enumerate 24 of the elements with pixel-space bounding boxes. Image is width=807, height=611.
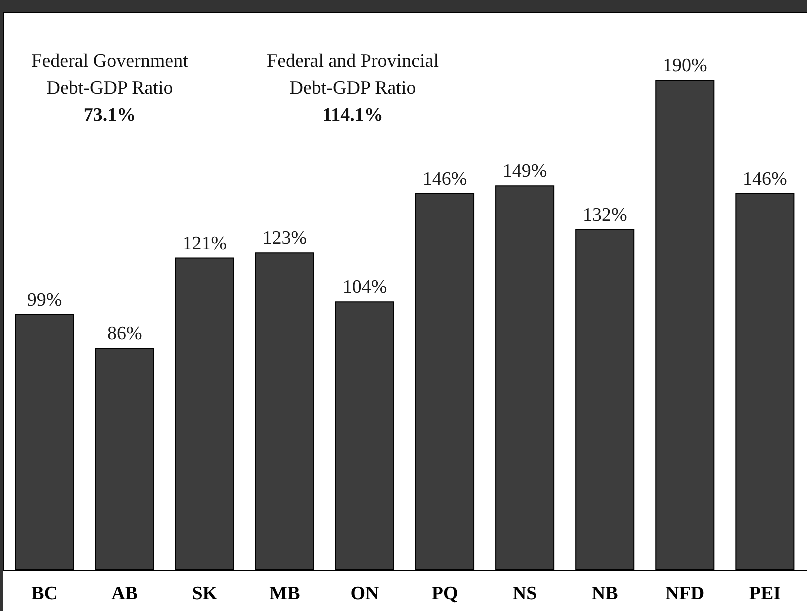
data-label: 132% (582, 204, 628, 226)
x-tick-label: NFD (666, 584, 705, 604)
data-label: 149% (502, 161, 548, 182)
x-tick-label: BC (32, 584, 58, 604)
x-tick-label: NS (512, 584, 538, 604)
data-label: 123% (262, 228, 308, 250)
x-tick-label: NB (592, 584, 619, 604)
data-label: 146% (743, 168, 788, 190)
annotation: Federal and Provincial Debt-GDP Ratio (266, 51, 440, 99)
x-tick-label: PQ (432, 584, 458, 604)
data-label: 146% (422, 168, 468, 190)
x-tick-label: PEI (749, 584, 782, 604)
x-tick-label: AB (112, 584, 138, 604)
x-tick-label: ON (350, 584, 380, 604)
data-label: 99% (27, 290, 62, 311)
annotation: 114.1% (322, 105, 384, 126)
annotation: 73.1% (84, 105, 136, 126)
data-label: 121% (182, 233, 228, 254)
annotation: Federal Government Debt-GDP Ratio (32, 51, 190, 99)
data-label: 86% (107, 323, 142, 344)
x-tick-label: MB (270, 584, 301, 604)
x-tick-label: SK (192, 584, 218, 604)
data-label: 190% (662, 56, 708, 77)
data-label: 104% (342, 277, 388, 298)
